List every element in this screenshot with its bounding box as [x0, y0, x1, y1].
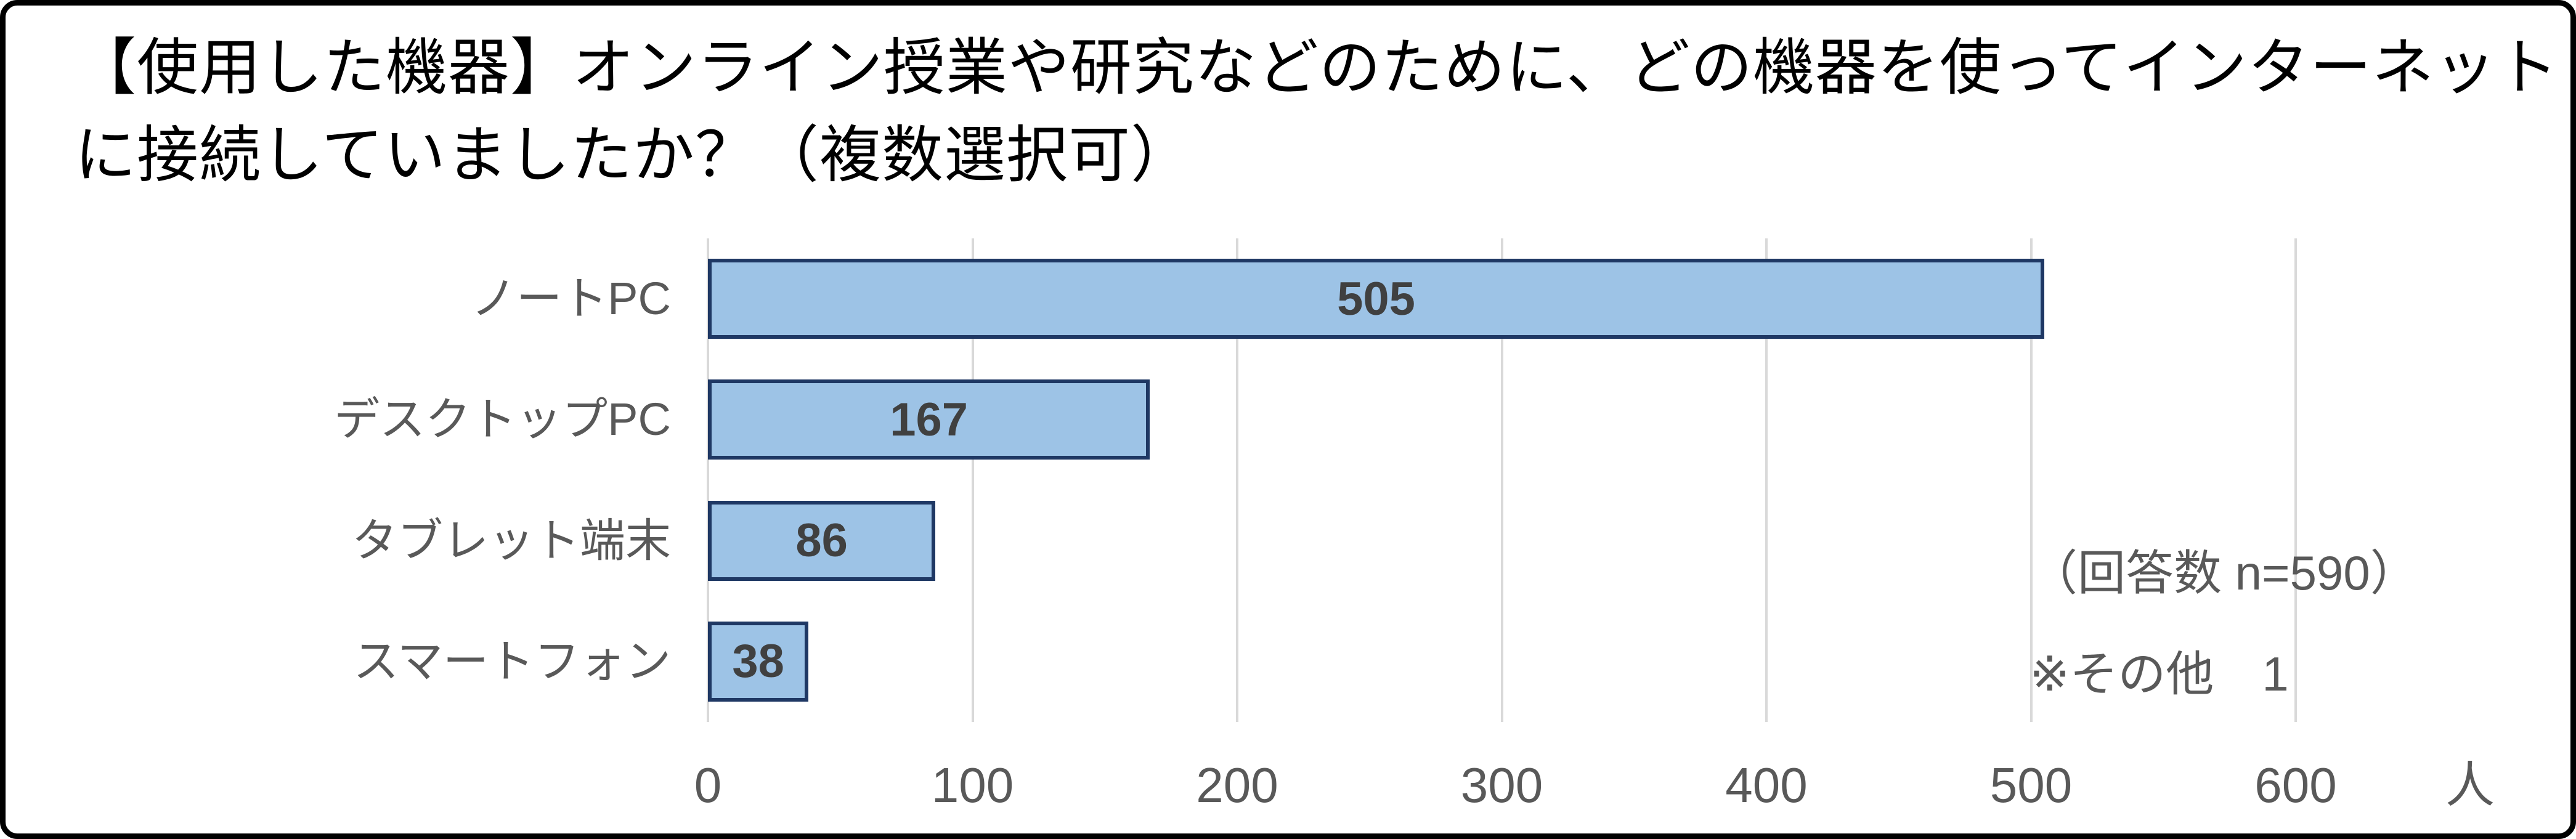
- bar-value-label: 86: [795, 514, 848, 567]
- category-label: スマートフォン: [353, 635, 671, 687]
- x-axis-tick-label: 600: [2254, 758, 2337, 813]
- gridline: [971, 238, 974, 722]
- chart-title-line-2: に接続していましたか？（複数選択可）: [75, 121, 1193, 190]
- gridline: [1236, 238, 1238, 722]
- bar-value-label: 505: [1337, 272, 1415, 325]
- bar: 167: [708, 379, 1150, 460]
- category-label: デスクトップPC: [334, 394, 671, 445]
- bar: 505: [708, 259, 2044, 339]
- x-axis-tick-label: 100: [931, 758, 1014, 813]
- bar-value-label: 167: [890, 393, 969, 446]
- category-label: タブレット端末: [352, 514, 671, 566]
- gridline: [2294, 238, 2297, 722]
- bar: 86: [708, 500, 936, 581]
- category-label: ノートPC: [471, 273, 671, 325]
- x-axis-tick-label: 200: [1196, 758, 1278, 813]
- gridline: [2030, 238, 2033, 722]
- gridline: [707, 238, 709, 722]
- x-axis-tick-label: 300: [1460, 758, 1543, 813]
- x-axis-tick-label: 500: [1989, 758, 2073, 813]
- x-axis-tick-label: 0: [694, 758, 722, 813]
- chart-title: 【使用した機器】オンライン授業や研究などのために、どの機器を使ってインターネット…: [75, 24, 2559, 199]
- x-axis-unit-label: 人: [2445, 758, 2495, 813]
- x-axis-tick-label: 400: [1725, 758, 1808, 813]
- annotation-respondent-count: （回答数 n=590）: [2030, 546, 2418, 600]
- bar-value-label: 38: [732, 635, 784, 688]
- gridline: [1500, 238, 1503, 722]
- bar: 38: [708, 621, 809, 702]
- annotation-other: ※その他 1: [2030, 647, 2289, 701]
- gridline: [1765, 238, 1768, 722]
- chart-title-line-1: 【使用した機器】オンライン授業や研究などのために、どの機器を使ってインターネット: [75, 33, 2559, 102]
